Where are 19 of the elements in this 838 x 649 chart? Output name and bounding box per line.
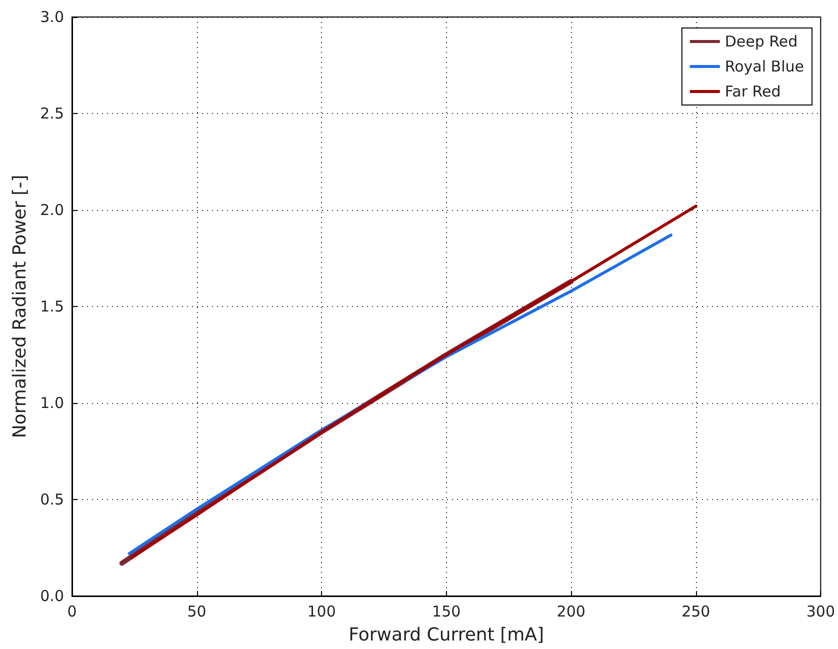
y-tick-label: 0.5 [40,490,64,508]
y-tick-label: 1.5 [40,298,64,316]
legend-label: Royal Blue [724,58,804,76]
x-tick-label: 0 [67,602,77,620]
y-tick-label: 3.0 [40,8,64,26]
y-tick-label: 2.0 [40,201,64,219]
y-tick-label: 1.0 [40,394,64,412]
legend-label: Far Red [724,82,781,100]
x-tick-label: 250 [682,602,710,620]
y-tick-label: 2.5 [40,104,64,122]
x-tick-label: 150 [432,602,461,620]
x-tick-label: 200 [556,602,586,620]
x-tick-label: 300 [806,602,836,620]
x-tick-label: 100 [307,602,336,620]
x-tick-label: 50 [187,602,206,620]
y-axis-title: Normalized Radiant Power [-] [10,174,31,438]
y-tick-label: 0.0 [40,587,64,605]
x-axis-title: Forward Current [mA] [348,624,544,646]
legend-label: Deep Red [724,32,798,50]
